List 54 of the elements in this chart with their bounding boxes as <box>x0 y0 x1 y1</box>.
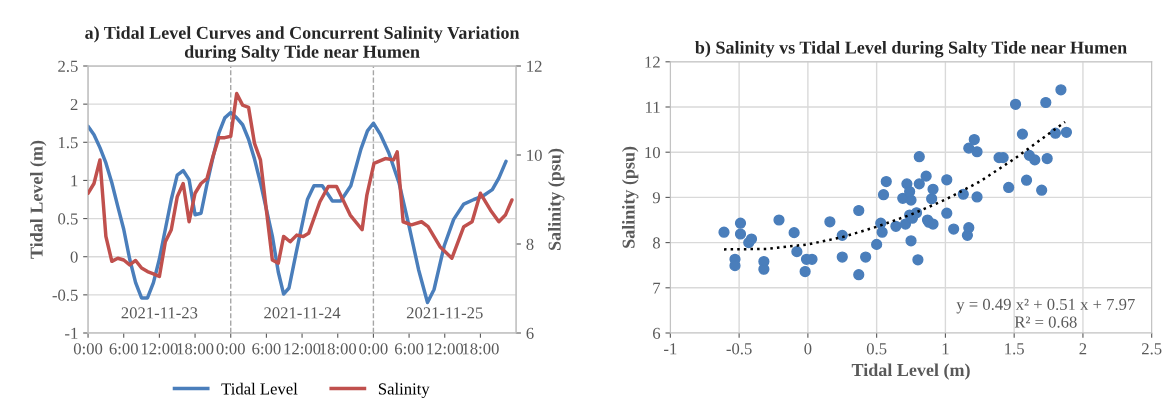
x-tick-label: 12:00 <box>427 343 464 355</box>
y-tick-label: 12 <box>645 56 660 68</box>
y-tick-label: 1 <box>71 175 78 187</box>
y-tick-label: 2.5 <box>58 60 78 73</box>
y-axis-title: Tidal Level (m) <box>30 140 47 259</box>
chart-title: a) Tidal Level Curves and Concurrent Salinity Variation during Salty Tide near Humen <box>85 26 520 62</box>
x-tick-label: 18:00 <box>320 343 357 355</box>
x-tick-label: -0.5 <box>726 343 752 355</box>
x-tick-label: 2.5 <box>1142 343 1162 355</box>
x-tick-label: -1 <box>664 343 677 355</box>
x-tick-label: 18:00 <box>462 343 499 355</box>
y-tick-label: 9 <box>652 192 660 204</box>
line-series <box>722 120 1067 251</box>
y-tick-label: 11 <box>646 101 660 113</box>
y2-axis-title: Salinity (psu) <box>548 148 565 250</box>
x-tick-label: 0.5 <box>866 343 887 355</box>
y-tick-label: 7 <box>653 282 661 294</box>
x-tick-label: 0:00 <box>73 343 103 355</box>
x-tick-label: 12:00 <box>284 343 321 355</box>
y-tick-label: -0.5 <box>52 289 78 301</box>
y-tick-label: 8 <box>652 237 660 249</box>
y2-tick-label: 8 <box>526 238 534 250</box>
x-tick-label: 0:00 <box>359 343 388 355</box>
x-tick-label: 0 <box>804 343 812 355</box>
x-tick-label: 6:00 <box>394 343 424 355</box>
legend-label: Tidal Level <box>221 382 298 395</box>
y2-tick-label: 6 <box>526 327 534 339</box>
annotation: R² = 0.68 <box>1014 316 1077 328</box>
chart-title: b) Salinity vs Tidal Level during Salty Tide near Humen <box>695 40 1127 58</box>
y-tick-label: 10 <box>645 146 660 159</box>
line-series <box>88 91 514 279</box>
y-tick-label: 6 <box>653 327 661 339</box>
x-axis-title: Tidal Level (m) <box>851 363 970 380</box>
y2-tick-label: 10 <box>527 149 542 161</box>
y-tick-label: 0.5 <box>58 213 78 225</box>
x-tick-label: 18:00 <box>177 343 214 355</box>
y-tick-label: -1 <box>65 327 78 339</box>
legend-label: Salinity <box>378 382 430 398</box>
x-tick-label: 0:00 <box>216 343 245 355</box>
y-tick-label: 0 <box>70 251 78 263</box>
x-tick-label: 2 <box>1079 343 1087 355</box>
y-tick-label: 2 <box>70 98 78 110</box>
annotation: 2021-11-24 <box>264 307 341 319</box>
y-tick-label: 1.5 <box>58 137 78 149</box>
y-axis-title: Salinity (psu) <box>621 146 639 248</box>
x-tick-label: 1 <box>942 343 949 355</box>
x-tick-label: 1.5 <box>1005 343 1024 355</box>
annotation: 2021-11-23 <box>121 307 198 319</box>
annotation: y = 0.49 x² + 0.51 x + 7.97 <box>956 298 1135 314</box>
x-tick-label: 6:00 <box>109 343 138 355</box>
annotation: 2021-11-25 <box>406 307 483 319</box>
x-tick-label: 6:00 <box>252 343 281 355</box>
y2-tick-label: 12 <box>527 60 542 72</box>
x-tick-label: 12:00 <box>141 343 178 355</box>
